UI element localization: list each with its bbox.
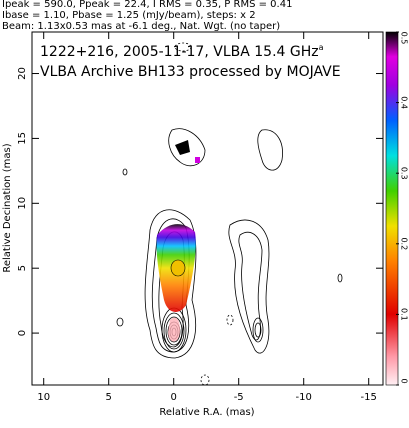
y-tick-label: 0: [17, 330, 28, 336]
colorbar-tick-label: 0.4: [400, 96, 409, 109]
colorbar-tick-label: 0.5: [400, 32, 409, 45]
header-line: Ipeak = 590.0, Ppeak = 22.4, I RMS = 0.3…: [2, 0, 292, 10]
y-tick-label: 20: [17, 67, 28, 80]
colorbar-tick-label: 0: [400, 378, 409, 383]
polarization: [156, 140, 200, 342]
x-tick-label: 10: [37, 392, 50, 403]
plot-frame: [31, 31, 384, 386]
y-tick-label: 5: [17, 265, 28, 271]
header-line: Beam: 1.13x0.53 mas at -6.1 deg., Nat. W…: [2, 21, 280, 32]
contours: [116, 42, 343, 386]
colorbar-tick-label: 0.3: [400, 167, 409, 180]
x-tick-label: -15: [361, 392, 377, 403]
colorbar-tick-label: 0.1: [400, 308, 409, 321]
x-tick-label: -5: [234, 392, 244, 403]
x-tick-label: 0: [171, 392, 177, 403]
header-line: Ibase = 1.10, Pbase = 1.25 (mJy/beam), s…: [2, 10, 256, 21]
colorbar: [385, 31, 399, 386]
y-tick-label: 10: [17, 197, 28, 210]
plot-title: 1222+216, 2005-11-17, VLBA 15.4 GHza: [40, 43, 324, 61]
y-axis-label: Relative Decination (mas): [2, 143, 13, 272]
colorbar-tick-label: 0.2: [400, 237, 409, 250]
x-tick-label: -10: [296, 392, 312, 403]
x-axis-label: Relative R.A. (mas): [159, 407, 254, 418]
plot-subtitle: VLBA Archive BH133 processed by MOJAVE: [40, 64, 341, 80]
x-tick-label: 5: [106, 392, 112, 403]
y-tick-label: 15: [17, 132, 28, 145]
